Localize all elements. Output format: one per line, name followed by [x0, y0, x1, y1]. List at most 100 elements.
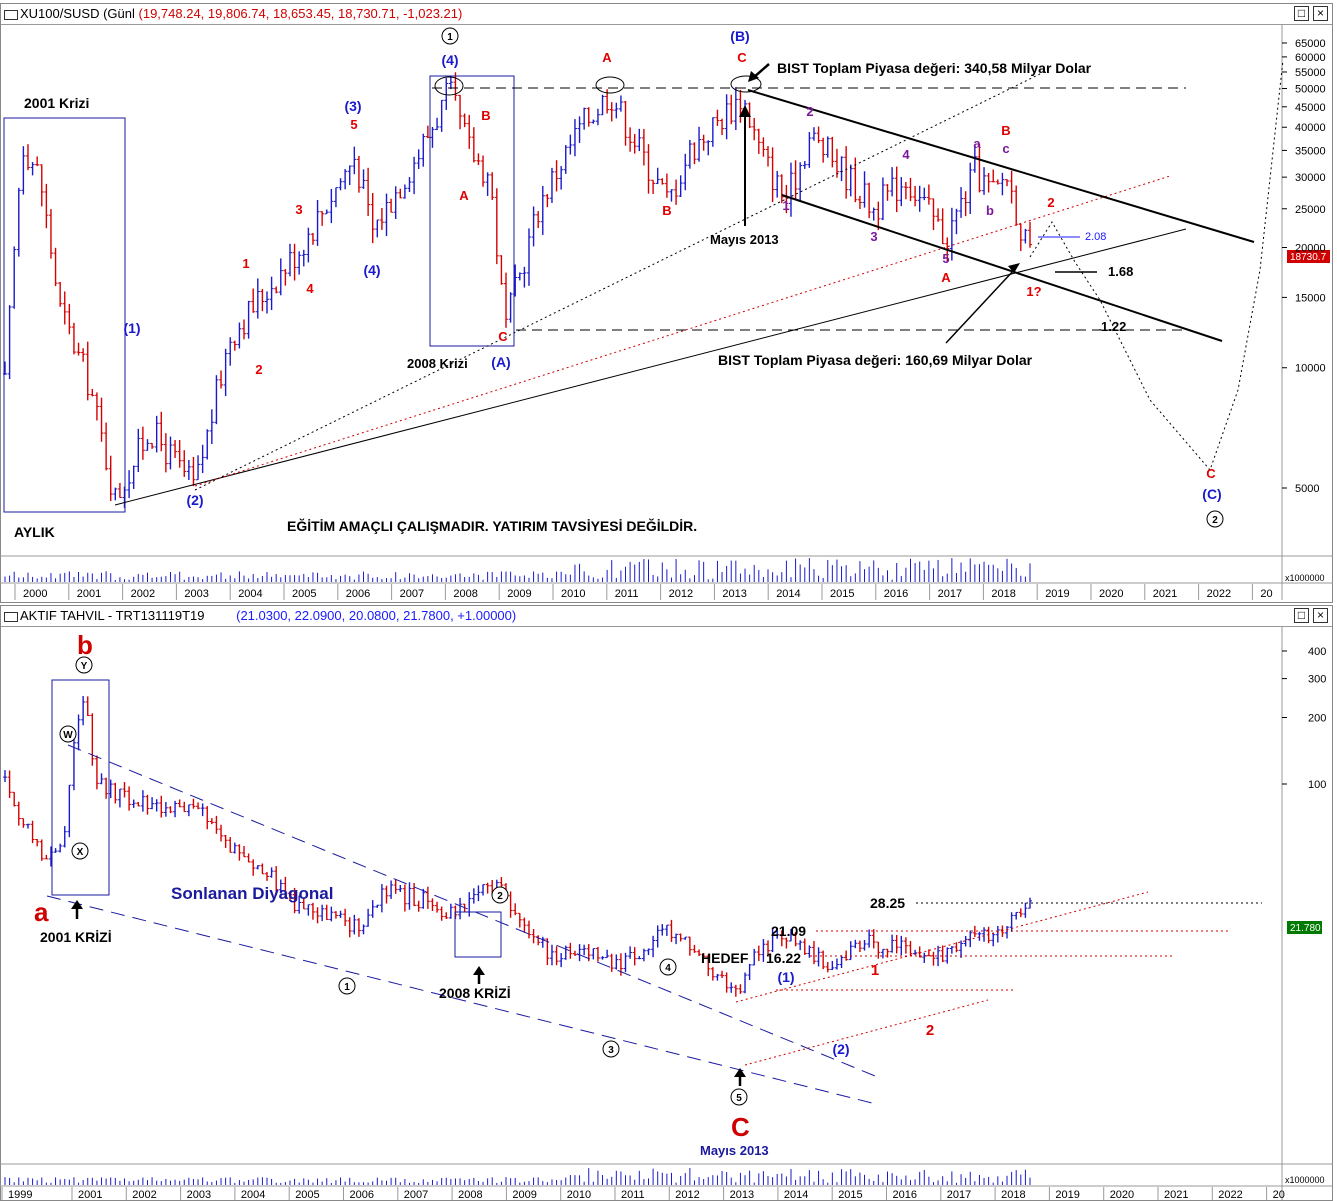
circled-wave-marker: [338, 977, 356, 995]
x-tick-label: 2011: [615, 588, 639, 600]
top-chart-title: XU100/SUSD (Günl: [20, 6, 135, 21]
x-tick-label: 2019: [1045, 588, 1069, 600]
wave-label: 2: [926, 1022, 934, 1039]
x-tick-label: 2020: [1110, 1189, 1134, 1201]
wave-label: 1?: [1026, 284, 1041, 299]
wave-label: 1: [782, 198, 789, 213]
wave-label: (A): [491, 354, 510, 370]
label-hedef: HEDEF: [701, 950, 749, 966]
x-tick-label: 2009: [507, 588, 531, 600]
y-tick-label: 5000: [1295, 483, 1319, 495]
x-tick-label: 2001: [77, 588, 101, 600]
maximize-button[interactable]: □: [1294, 6, 1309, 21]
box-2008: [429, 75, 515, 347]
x-tick-label: 2009: [512, 1189, 536, 1201]
bottom-chart-panel: AKTIF TAHVIL - TRT131119T19 (21.0300, 22…: [0, 605, 1333, 1201]
wave-label: C: [498, 329, 508, 344]
label-level-1622: 16.22: [766, 950, 801, 966]
wave-label: 4: [902, 147, 910, 162]
x-tick-label: 2007: [404, 1189, 428, 1201]
circled-wave-label: 1: [344, 982, 350, 993]
x-tick-label: 2003: [187, 1189, 211, 1201]
label-b-big: b: [77, 630, 93, 660]
wave-label: c: [1002, 141, 1009, 156]
top-volume-bars: [4, 558, 1031, 582]
ellipse-top-2013: [730, 75, 762, 93]
arrow-2001-head: [71, 900, 83, 909]
x-tick-label: 2004: [238, 588, 262, 600]
x-tick-label: 2015: [830, 588, 854, 600]
wave-label: 3: [295, 202, 302, 217]
close-button[interactable]: ×: [1313, 6, 1328, 21]
arrow-mayis-head: [739, 105, 751, 117]
y-tick-label: 25000: [1295, 204, 1326, 216]
x-tick-label: 2004: [241, 1189, 265, 1201]
x-tick-label: 2007: [400, 588, 424, 600]
x-tick-label: 2021: [1164, 1189, 1188, 1201]
y-tick-label: 65000: [1295, 38, 1326, 50]
diagonal-lower: [46, 895, 877, 1105]
wave-label: (2): [186, 492, 203, 508]
wave-label: 4: [306, 281, 314, 296]
label-fib-168: 1.68: [1108, 264, 1133, 279]
circled-wave-label: Y: [81, 661, 88, 672]
trendline-support: [114, 228, 1187, 506]
top-volume-unit: x1000000: [1285, 573, 1325, 583]
y-tick-label: 100: [1308, 779, 1326, 791]
circled-wave-marker: [441, 27, 459, 45]
wave-label: B: [662, 203, 671, 218]
x-tick-label: 2002: [132, 1189, 156, 1201]
circled-wave-marker: [75, 656, 93, 674]
wave-label: 1: [871, 962, 879, 979]
x-tick-label: 2013: [722, 588, 746, 600]
maximize-button[interactable]: □: [1294, 608, 1309, 623]
x-tick-label: 2018: [991, 588, 1015, 600]
label-level-2109: 21.09: [771, 923, 806, 939]
x-tick-label: 2021: [1153, 588, 1177, 600]
wave-label: 5: [942, 251, 949, 266]
circled-wave-marker: [71, 842, 89, 860]
wave-label: (2): [832, 1041, 849, 1057]
label-bist-top: BIST Toplam Piyasa değeri: 340,58 Milyar…: [777, 60, 1092, 76]
box-2001: [3, 117, 126, 513]
circled-wave-label: X: [77, 847, 84, 858]
label-level-2825: 28.25: [870, 895, 905, 911]
top-text: 2001 Krizi AYLIK 2008 Krizi EĞİTİM AMAÇL…: [14, 60, 1327, 540]
wave-label: (B): [730, 28, 749, 44]
x-tick-label: 2001: [78, 1189, 102, 1201]
label-aylik: AYLIK: [14, 524, 55, 540]
x-tick-label: 2022: [1218, 1189, 1242, 1201]
circled-wave-label: 2: [1212, 515, 1218, 526]
bottom-price-bars: [3, 696, 1032, 997]
wave-label: (4): [441, 52, 458, 68]
y-tick-label: 35000: [1295, 145, 1326, 157]
top-price-bars: [3, 72, 1032, 509]
x-tick-label: 2014: [784, 1189, 808, 1201]
wave-label: A: [459, 188, 469, 203]
label-c-big: C: [731, 1112, 750, 1142]
wave-label: (3): [344, 98, 361, 114]
bottom-chart-title: AKTIF TAHVIL - TRT131119T19: [20, 608, 205, 623]
x-tick-label: 2018: [1001, 1189, 1025, 1201]
x-tick-label: 2008: [458, 1189, 482, 1201]
x-tick-label: 2008: [453, 588, 477, 600]
x-tick-label: 2003: [184, 588, 208, 600]
y-tick-label: 40000: [1295, 122, 1326, 134]
wave-label: 3: [870, 229, 877, 244]
y-tick-label: 50000: [1295, 84, 1326, 96]
x-tick-label: 2006: [350, 1189, 374, 1201]
x-tick-label: 1999: [8, 1189, 32, 1201]
arrow-bist-bottom-head: [1008, 263, 1020, 273]
channel-red-lower: [744, 999, 989, 1066]
wave-label: A: [941, 270, 951, 285]
circled-wave-label: 2: [497, 891, 503, 902]
bottom-volume-bars: [4, 1168, 1031, 1185]
close-button[interactable]: ×: [1313, 608, 1328, 623]
wave-label: B: [481, 108, 490, 123]
ellipse-top-2011: [595, 76, 625, 94]
wave-label: 2: [806, 104, 813, 119]
top-chart-panel: XU100/SUSD (Günl (19,748.24, 19,806.74, …: [0, 3, 1333, 603]
x-tick-label: 20: [1260, 588, 1272, 600]
arrow-2013-head: [734, 1068, 746, 1077]
y-tick-label: 20000: [1295, 242, 1326, 254]
